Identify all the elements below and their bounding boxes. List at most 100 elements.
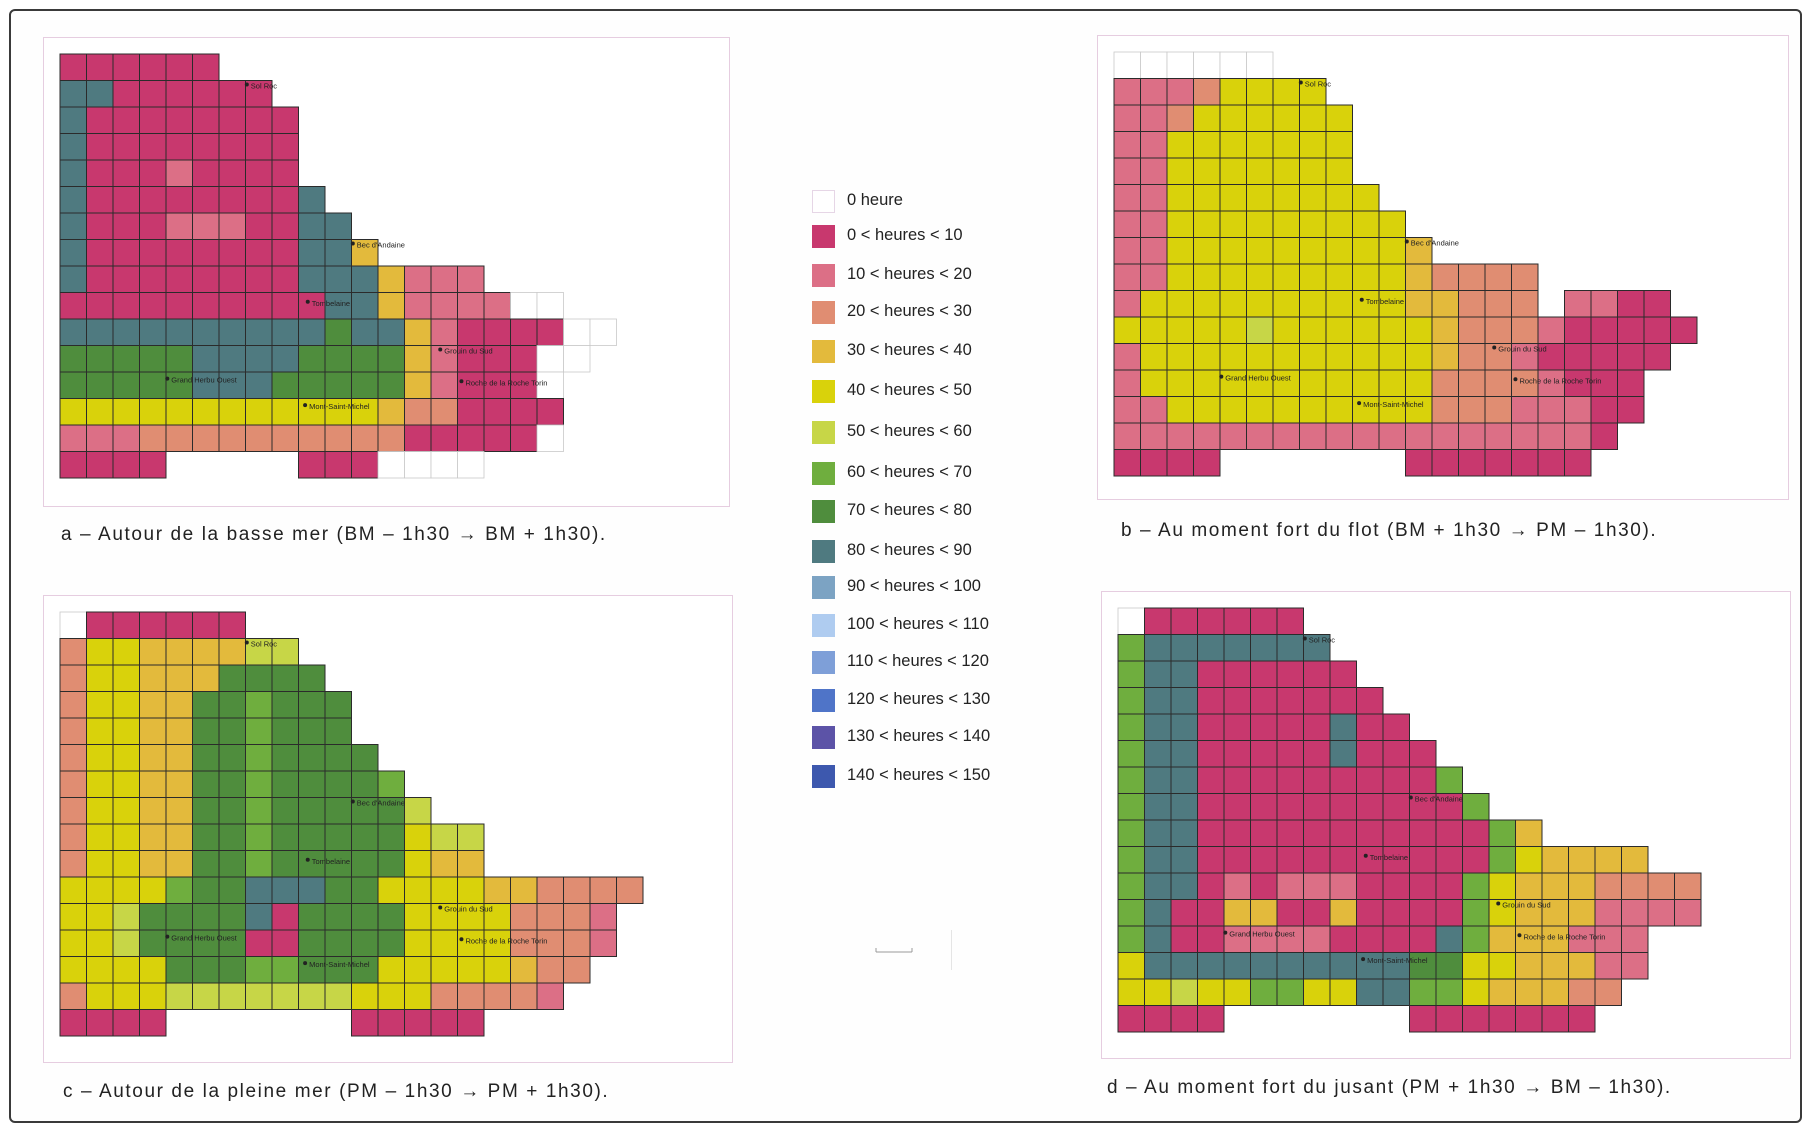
- legend-label: 30 < heures < 40: [847, 341, 972, 359]
- grid-cell: [457, 265, 485, 293]
- grid-cell: [1144, 846, 1172, 874]
- grid-cell: [86, 956, 114, 984]
- grid-cell: [1250, 899, 1278, 927]
- legend-item: 10 < heures < 20: [812, 262, 1042, 290]
- grid-cell: [165, 929, 193, 957]
- grid-cell: [1488, 925, 1516, 953]
- grid-cell: [112, 239, 140, 267]
- grid-cell: [86, 292, 114, 320]
- grid-cell: [1647, 899, 1675, 927]
- grid-cell: [1303, 793, 1331, 821]
- grid-cell: [1299, 78, 1327, 106]
- grid-cell: [1140, 316, 1168, 344]
- grid-cell: [1166, 131, 1194, 159]
- map-panel-c: Sol Roc Bec d'Andaine Tombelaine Grouin du …: [43, 595, 733, 1063]
- grid-cell: [1276, 660, 1304, 688]
- grid-cell: [1272, 78, 1300, 106]
- grid-cell: [536, 292, 564, 320]
- place-marker: [438, 347, 443, 352]
- grid-cell: [324, 239, 352, 267]
- grid-cell: [1329, 793, 1357, 821]
- grid-cell: [430, 292, 458, 320]
- place-label: Tombelaine: [1366, 297, 1404, 306]
- grid-cell: [1219, 210, 1247, 238]
- grid-cell: [1352, 210, 1380, 238]
- grid-cell: [1246, 263, 1274, 291]
- place-label: Mont-Saint-Michel: [309, 402, 370, 411]
- grid-cell: [1219, 104, 1247, 132]
- place-label: Grand Herbu Ouest: [1229, 930, 1295, 939]
- grid-cell: [86, 159, 114, 187]
- grid-cell: [1378, 290, 1406, 318]
- grid-cell: [563, 956, 591, 984]
- grid-cell: [59, 345, 87, 373]
- grid-cell: [1166, 78, 1194, 106]
- place-label: Mont-Saint-Michel: [309, 960, 370, 969]
- grid-cell: [1166, 316, 1194, 344]
- grid-cell: [1594, 925, 1622, 953]
- grid-cell: [1329, 978, 1357, 1006]
- grid-cell: [1303, 634, 1331, 662]
- grid-cell: [112, 106, 140, 134]
- grid-cell: [86, 717, 114, 745]
- grid-cell: [1568, 1005, 1596, 1033]
- grid-cell: [1299, 316, 1327, 344]
- grid-cell: [59, 956, 87, 984]
- grid-cell: [59, 744, 87, 772]
- grid-cell: [457, 1009, 485, 1037]
- legend-swatch: [812, 651, 835, 674]
- grid-cell: [165, 318, 193, 346]
- grid-cell: [112, 186, 140, 214]
- grid-cell: [1511, 290, 1539, 318]
- grid-cell: [1435, 872, 1463, 900]
- grid-cell: [1329, 766, 1357, 794]
- grid-cell: [1140, 369, 1168, 397]
- grid-cell: [271, 212, 299, 240]
- grid-cell: [271, 133, 299, 161]
- grid-cell: [218, 186, 246, 214]
- grid-cell: [59, 53, 87, 81]
- grid-cell: [404, 318, 432, 346]
- grid-cell: [1484, 316, 1512, 344]
- grid-cell: [351, 770, 379, 798]
- grid-cell: [1515, 1005, 1543, 1033]
- grid-cell: [59, 239, 87, 267]
- grid-cell: [404, 876, 432, 904]
- grid-cell: [1325, 184, 1353, 212]
- grid-cell: [218, 239, 246, 267]
- grid-cell: [1197, 766, 1225, 794]
- grid-cell: [1144, 687, 1172, 715]
- grid-cell: [1511, 422, 1539, 450]
- grid-cell: [1140, 237, 1168, 265]
- grid-cell: [1352, 316, 1380, 344]
- grid-cell: [1617, 316, 1645, 344]
- grid-cell: [1117, 978, 1145, 1006]
- map-grid-d: Sol Roc Bec d'Andaine Tombelaine Grouin du …: [1117, 607, 1702, 1033]
- grid-cell: [59, 823, 87, 851]
- grid-cell: [139, 186, 167, 214]
- grid-cell: [1356, 740, 1384, 768]
- grid-cell: [1223, 740, 1251, 768]
- grid-cell: [59, 982, 87, 1010]
- grid-cell: [1272, 184, 1300, 212]
- grid-cell: [1511, 316, 1539, 344]
- grid-cell: [218, 770, 246, 798]
- grid-cell: [1272, 316, 1300, 344]
- grid-cell: [1276, 846, 1304, 874]
- grid-cell: [86, 318, 114, 346]
- grid-cell: [1356, 819, 1384, 847]
- place-marker: [1302, 636, 1307, 641]
- grid-cell: [271, 292, 299, 320]
- grid-cell: [430, 265, 458, 293]
- place-marker: [350, 799, 355, 804]
- grid-cell: [165, 53, 193, 81]
- grid-cell: [139, 744, 167, 772]
- grid-cell: [298, 398, 326, 426]
- grid-cell: [192, 239, 220, 267]
- grid-cell: [112, 292, 140, 320]
- grid-cell: [1299, 422, 1327, 450]
- grid-cell: [1197, 872, 1225, 900]
- grid-cell: [59, 424, 87, 452]
- grid-cell: [1356, 925, 1384, 953]
- grid-cell: [298, 424, 326, 452]
